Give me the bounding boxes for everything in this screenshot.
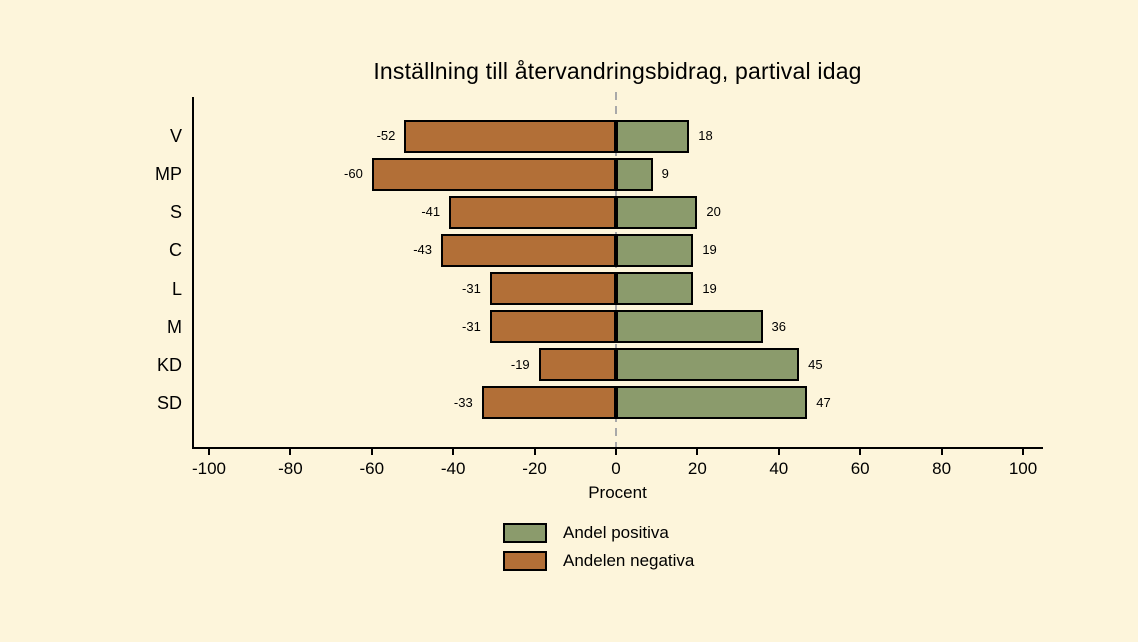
legend: Andel positiva Andelen negativa bbox=[503, 522, 694, 578]
x-tick-label--40: -40 bbox=[440, 459, 466, 478]
legend-swatch-positive bbox=[503, 522, 547, 543]
positive-value-label-KD: 45 bbox=[808, 356, 823, 372]
negative-value-label-S: -41 bbox=[421, 204, 441, 220]
negative-value-label-M: -31 bbox=[462, 318, 481, 334]
x-tick-label--60: -60 bbox=[359, 459, 385, 478]
x-tick-label-20: 20 bbox=[687, 459, 707, 478]
positive-bar-S bbox=[616, 195, 698, 229]
x-tick-label-0: 0 bbox=[611, 459, 621, 478]
positive-value-label-M: 36 bbox=[771, 318, 786, 334]
x-tick-mark--20 bbox=[533, 447, 536, 455]
positive-bar-C bbox=[616, 233, 694, 267]
y-axis-line bbox=[192, 97, 194, 449]
x-tick-label-60: 60 bbox=[850, 459, 870, 478]
x-tick-label-100: 100 bbox=[1008, 459, 1038, 478]
negative-value-label-SD: -33 bbox=[453, 394, 473, 410]
category-label-C: C bbox=[169, 240, 182, 261]
legend-swatch-negative bbox=[503, 550, 547, 571]
x-tick-mark--100 bbox=[208, 447, 210, 455]
plot-area: -52 18 -60 9 -41 20 -43 19 -31 19 -31 36 -19 45 -33 47 … bbox=[192, 92, 1043, 478]
x-tick-label--20: -20 bbox=[522, 459, 547, 478]
x-tick-mark-60 bbox=[859, 447, 862, 455]
legend-label-negative: Andelen negativa bbox=[563, 550, 695, 570]
x-tick-label--80: -80 bbox=[278, 459, 303, 478]
negative-bar-V bbox=[404, 119, 616, 153]
negative-bar-M bbox=[489, 310, 616, 344]
positive-value-label-C: 19 bbox=[702, 242, 717, 258]
negative-bar-KD bbox=[538, 348, 616, 382]
legend-item-positive: Andel positiva bbox=[503, 522, 694, 543]
x-tick-mark-20 bbox=[696, 447, 699, 455]
positive-bar-L bbox=[616, 272, 694, 306]
x-tick-label--100: -100 bbox=[191, 459, 227, 478]
positive-value-label-MP: 9 bbox=[661, 166, 669, 182]
category-label-KD: KD bbox=[156, 354, 182, 375]
negative-value-label-V: -52 bbox=[376, 128, 396, 143]
negative-value-label-KD: -19 bbox=[510, 356, 530, 372]
x-axis-title: Procent bbox=[588, 483, 647, 502]
x-tick-label-40: 40 bbox=[769, 459, 789, 478]
positive-bar-MP bbox=[616, 157, 653, 191]
positive-value-label-SD: 47 bbox=[816, 394, 831, 410]
legend-label-positive: Andel positiva bbox=[563, 522, 669, 542]
category-label-S: S bbox=[169, 202, 182, 223]
category-label-L: L bbox=[171, 278, 182, 299]
zero-reference-line bbox=[615, 92, 617, 447]
positive-bar-SD bbox=[616, 386, 808, 420]
negative-bar-L bbox=[489, 272, 616, 306]
x-axis-line bbox=[192, 447, 1043, 449]
negative-bar-C bbox=[440, 233, 616, 267]
legend-item-negative: Andelen negativa bbox=[503, 550, 694, 571]
x-tick-mark-80 bbox=[940, 447, 943, 455]
x-tick-mark-100 bbox=[1022, 447, 1024, 455]
negative-bar-S bbox=[449, 195, 616, 229]
positive-value-label-S: 20 bbox=[706, 204, 721, 220]
category-label-M: M bbox=[167, 316, 182, 337]
negative-bar-SD bbox=[481, 386, 616, 420]
positive-value-label-V: 18 bbox=[698, 128, 713, 143]
category-label-V: V bbox=[169, 126, 182, 146]
x-tick-mark--40 bbox=[452, 447, 455, 455]
x-tick-mark-0 bbox=[615, 447, 617, 455]
positive-bar-V bbox=[616, 119, 690, 153]
negative-bar-MP bbox=[371, 157, 616, 191]
chart-title: Inställning till återvandringsbidrag, pa… bbox=[373, 58, 862, 84]
x-tick-label-80: 80 bbox=[932, 459, 952, 478]
x-tick-mark--80 bbox=[289, 447, 292, 455]
negative-value-label-C: -43 bbox=[413, 242, 432, 258]
positive-value-label-L: 19 bbox=[702, 280, 717, 296]
positive-bar-M bbox=[616, 310, 763, 344]
positive-bar-KD bbox=[616, 348, 800, 382]
category-label-MP: MP bbox=[155, 164, 182, 185]
x-tick-mark-40 bbox=[777, 447, 780, 455]
negative-value-label-MP: -60 bbox=[344, 166, 363, 182]
x-tick-mark--60 bbox=[370, 447, 373, 455]
category-label-SD: SD bbox=[156, 392, 182, 413]
negative-value-label-L: -31 bbox=[462, 280, 481, 296]
